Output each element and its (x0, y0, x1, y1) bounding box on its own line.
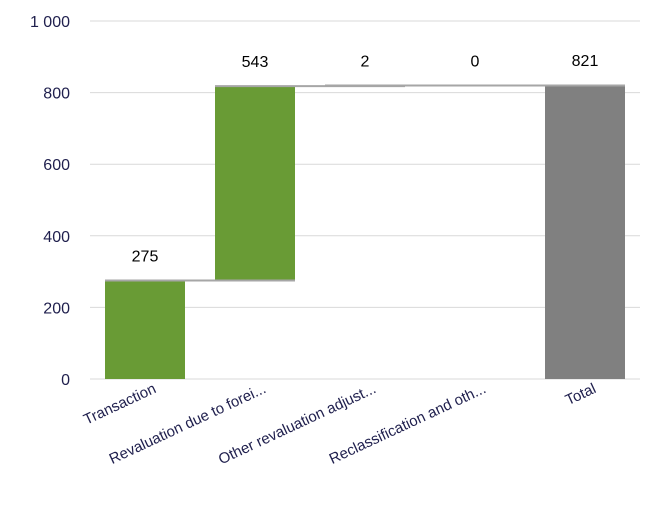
bar-2 (215, 86, 295, 280)
y-tick-label: 0 (61, 372, 70, 389)
y-tick-label: 800 (43, 86, 70, 103)
data-label: 275 (132, 249, 159, 266)
y-tick-label: 600 (43, 157, 70, 174)
bar-5 (545, 85, 625, 379)
y-tick-label: 400 (43, 229, 70, 246)
bar-1 (105, 281, 185, 379)
x-category-label: Transaction (81, 380, 159, 428)
data-label: 2 (361, 53, 370, 70)
bars (105, 85, 625, 379)
data-label: 0 (471, 53, 480, 70)
y-tick-label: 1 000 (30, 14, 70, 31)
y-axis-ticks: 0 200 400 600 800 1 000 (30, 14, 70, 389)
data-label: 821 (572, 53, 599, 70)
x-category-label: Total (563, 380, 599, 409)
y-tick-label: 200 (43, 300, 70, 317)
data-label: 543 (242, 54, 269, 71)
